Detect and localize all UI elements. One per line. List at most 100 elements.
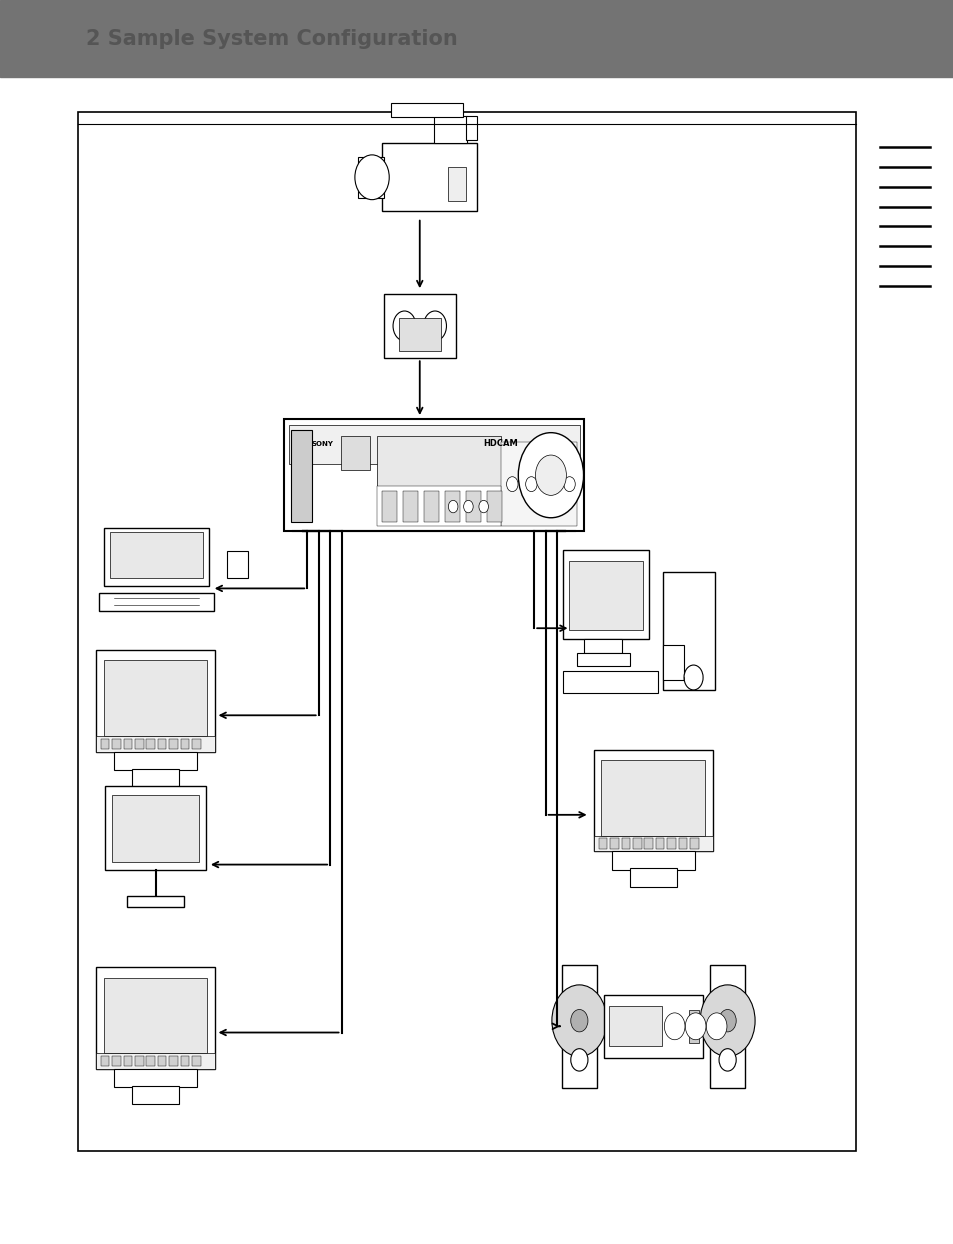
Bar xyxy=(101,1056,109,1066)
Circle shape xyxy=(683,666,702,690)
Bar xyxy=(398,318,440,351)
Bar xyxy=(170,1056,178,1066)
Bar xyxy=(170,739,178,749)
Bar xyxy=(147,1056,154,1066)
Bar xyxy=(598,838,607,848)
Bar xyxy=(112,795,199,862)
Circle shape xyxy=(478,500,488,513)
Circle shape xyxy=(705,1013,726,1040)
Bar xyxy=(96,1054,215,1069)
Bar xyxy=(500,442,577,526)
Bar xyxy=(465,491,480,522)
Bar xyxy=(434,116,467,143)
Bar xyxy=(113,1069,197,1087)
Bar xyxy=(288,425,578,464)
Bar xyxy=(96,736,215,751)
Bar xyxy=(106,786,206,871)
Circle shape xyxy=(393,311,416,341)
Text: i: i xyxy=(236,560,238,570)
Bar xyxy=(423,491,438,522)
Bar xyxy=(283,419,583,531)
Bar xyxy=(662,644,683,679)
Bar xyxy=(486,491,501,522)
Bar xyxy=(104,661,208,736)
Bar xyxy=(357,157,384,198)
Text: i: i xyxy=(234,560,238,572)
Bar xyxy=(593,749,713,851)
Bar xyxy=(381,143,476,211)
Text: 2 Sample System Configuration: 2 Sample System Configuration xyxy=(86,29,457,49)
Bar xyxy=(600,760,704,836)
Bar xyxy=(341,437,369,470)
Bar xyxy=(381,491,396,522)
Bar xyxy=(644,838,653,848)
Circle shape xyxy=(563,476,575,491)
Bar xyxy=(376,437,500,520)
Bar xyxy=(561,965,597,1087)
Bar xyxy=(99,593,213,611)
Bar xyxy=(147,739,154,749)
Bar xyxy=(135,739,143,749)
Bar xyxy=(128,896,183,907)
Bar xyxy=(655,838,663,848)
Circle shape xyxy=(544,476,556,491)
Circle shape xyxy=(700,985,755,1056)
Circle shape xyxy=(570,1049,587,1071)
Bar xyxy=(609,1006,661,1046)
Bar xyxy=(110,531,203,578)
Bar xyxy=(583,639,621,653)
Circle shape xyxy=(448,500,457,513)
Bar xyxy=(465,116,476,139)
Circle shape xyxy=(684,1013,705,1040)
Circle shape xyxy=(506,476,517,491)
Circle shape xyxy=(570,1010,587,1033)
Bar xyxy=(181,739,189,749)
Bar xyxy=(662,572,715,689)
Bar xyxy=(112,739,121,749)
Circle shape xyxy=(525,476,537,491)
Bar xyxy=(448,167,465,202)
Circle shape xyxy=(719,1010,736,1033)
Bar xyxy=(633,838,641,848)
Bar xyxy=(124,1056,132,1066)
Bar xyxy=(562,550,648,639)
Text: SONY: SONY xyxy=(311,440,333,447)
Bar xyxy=(679,838,686,848)
Circle shape xyxy=(551,985,606,1056)
Bar xyxy=(611,851,695,870)
Bar xyxy=(227,551,248,578)
Bar xyxy=(135,1056,143,1066)
Bar xyxy=(132,769,179,787)
Bar xyxy=(112,1056,121,1066)
Circle shape xyxy=(663,1013,684,1040)
Bar xyxy=(158,1056,167,1066)
Bar xyxy=(577,653,629,667)
Bar xyxy=(383,294,456,358)
Bar xyxy=(104,978,208,1054)
Bar xyxy=(709,965,744,1087)
Bar xyxy=(96,649,215,751)
Circle shape xyxy=(463,500,473,513)
Bar xyxy=(193,739,201,749)
Bar xyxy=(0,0,953,77)
Circle shape xyxy=(719,1049,736,1071)
Circle shape xyxy=(355,154,389,200)
Bar xyxy=(101,739,109,749)
Bar xyxy=(391,103,462,117)
Bar xyxy=(78,112,855,1151)
Bar xyxy=(96,968,215,1069)
Bar xyxy=(621,838,629,848)
Bar xyxy=(603,995,702,1057)
Circle shape xyxy=(535,455,566,495)
Bar xyxy=(593,836,713,851)
Bar xyxy=(444,491,459,522)
Bar xyxy=(181,1056,189,1066)
Bar xyxy=(104,527,209,586)
Bar xyxy=(629,868,677,887)
Text: HDCAM: HDCAM xyxy=(483,439,517,448)
Bar xyxy=(124,739,132,749)
Bar xyxy=(688,1010,699,1042)
Bar xyxy=(562,671,658,693)
Bar xyxy=(193,1056,201,1066)
Bar xyxy=(376,486,500,526)
